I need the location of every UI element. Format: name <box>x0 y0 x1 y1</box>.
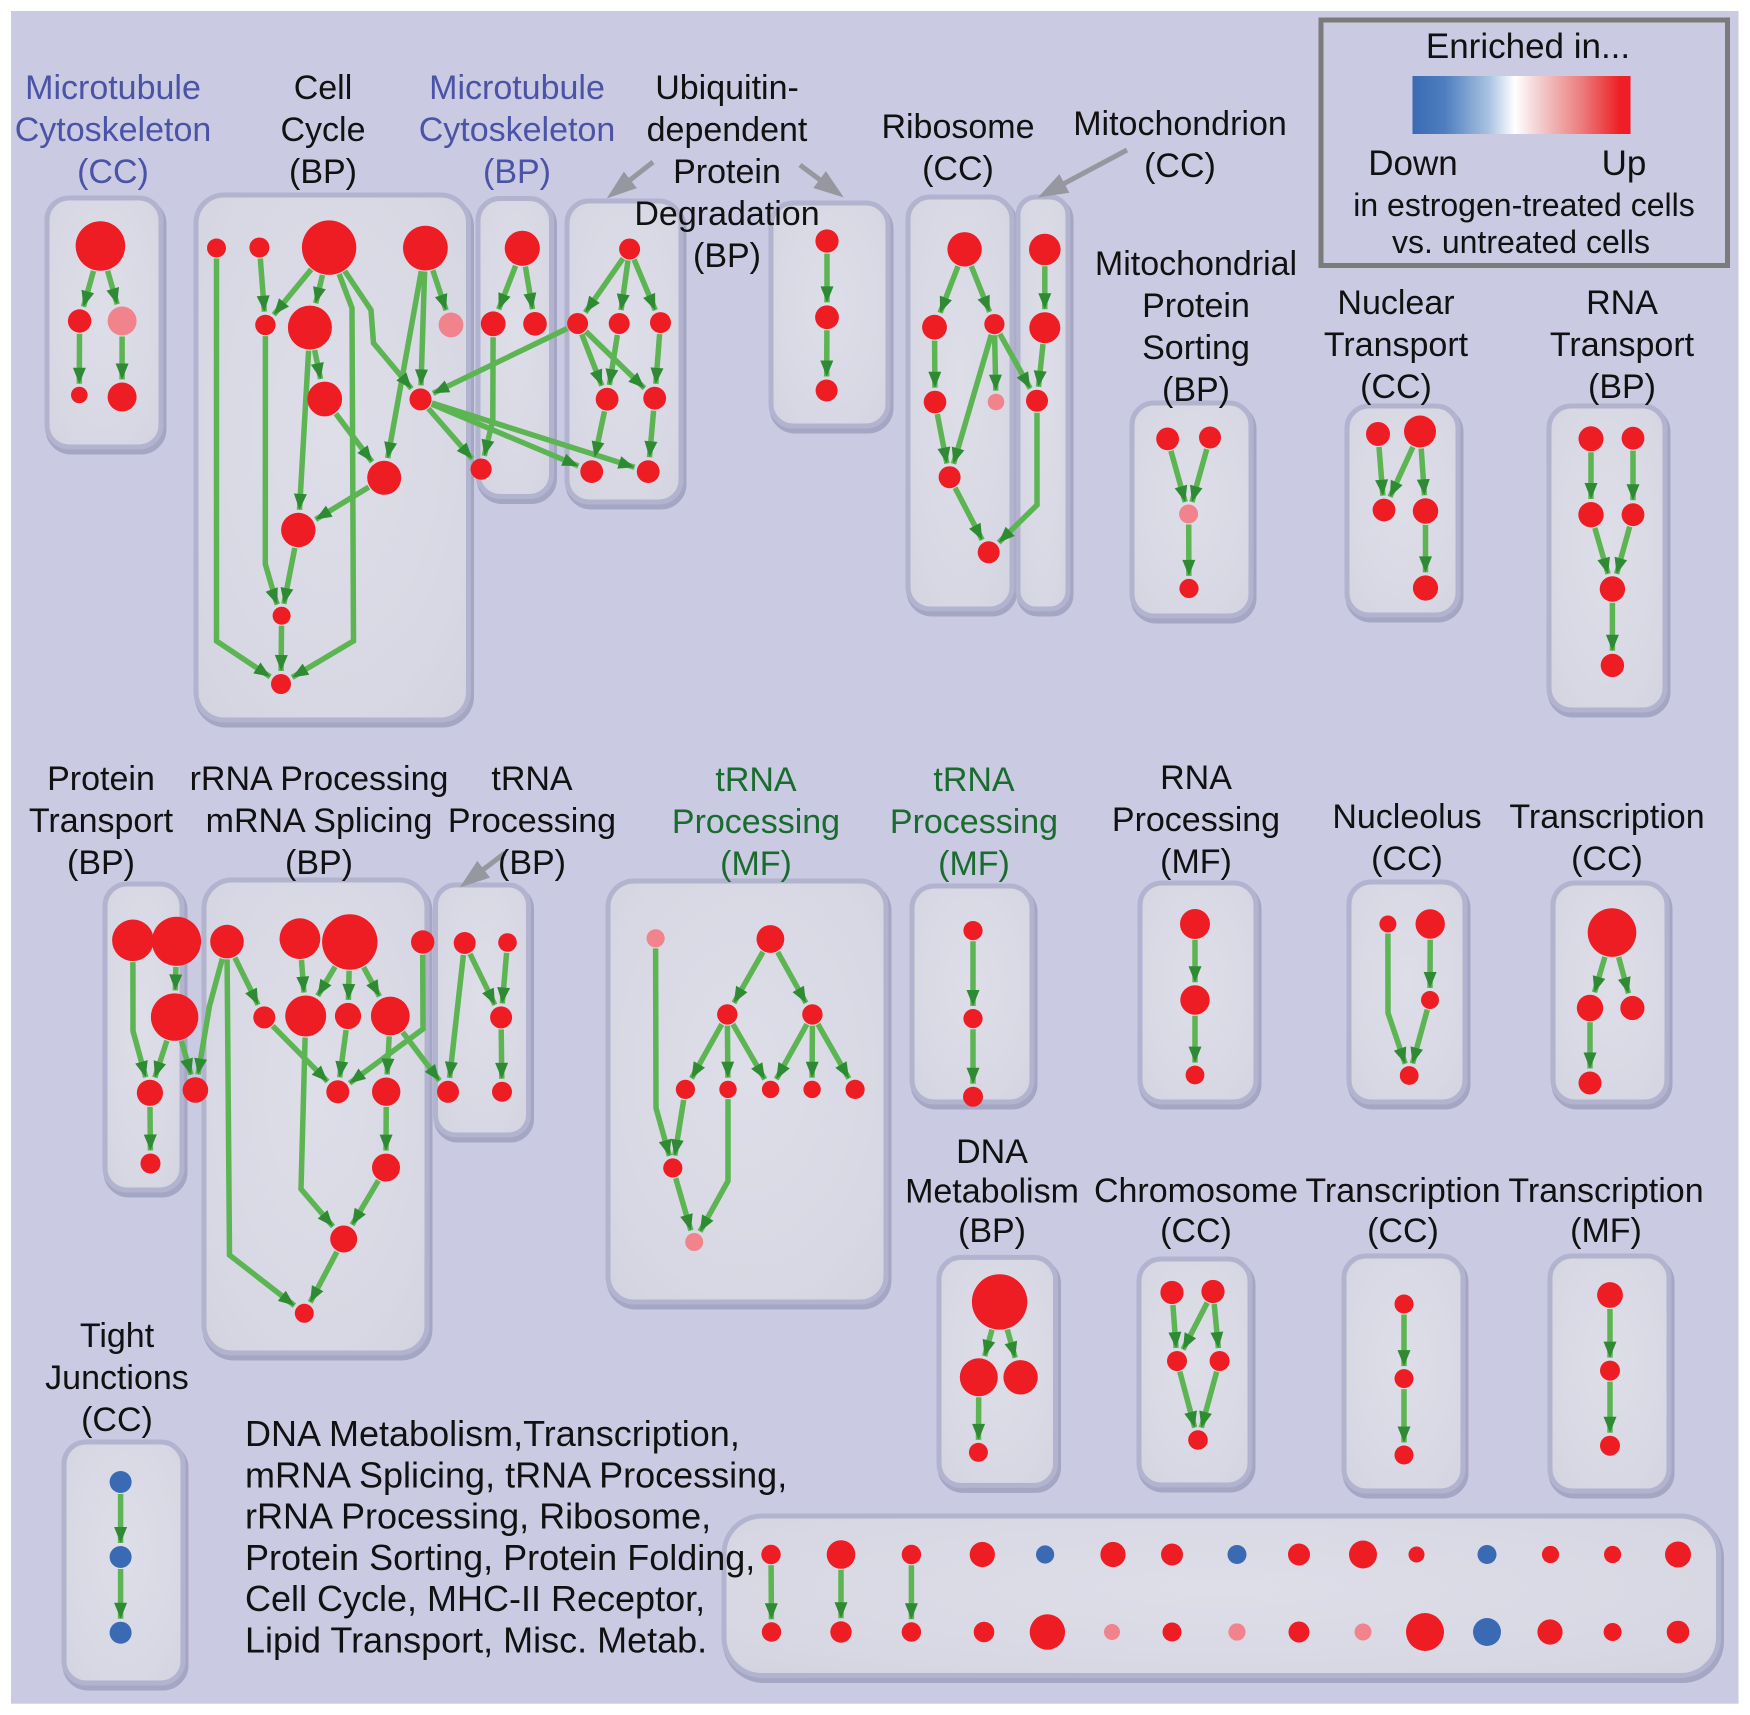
svg-text:Processing: Processing <box>1112 801 1280 839</box>
svg-text:(CC): (CC) <box>1367 1212 1439 1250</box>
svg-text:Transport: Transport <box>1324 326 1469 364</box>
svg-text:Degradation: Degradation <box>634 195 819 233</box>
svg-text:Metabolism: Metabolism <box>905 1173 1079 1211</box>
svg-text:Ribosome: Ribosome <box>881 108 1034 146</box>
svg-text:(CC): (CC) <box>1160 1212 1232 1250</box>
svg-text:(CC): (CC) <box>1571 840 1643 878</box>
svg-text:Protein: Protein <box>1142 287 1250 325</box>
svg-text:Cytoskeleton: Cytoskeleton <box>15 111 212 149</box>
svg-text:(BP): (BP) <box>1162 371 1230 409</box>
svg-text:Ubiquitin-: Ubiquitin- <box>655 69 799 107</box>
svg-text:Protein: Protein <box>673 153 781 191</box>
svg-text:tRNA: tRNA <box>933 761 1015 799</box>
svg-text:(BP): (BP) <box>958 1212 1026 1250</box>
svg-text:Protein: Protein <box>47 760 155 798</box>
svg-text:Microtubule: Microtubule <box>429 69 605 107</box>
svg-text:Protein Sorting, Protein Foldi: Protein Sorting, Protein Folding, <box>245 1537 755 1578</box>
svg-text:(BP): (BP) <box>693 237 761 275</box>
svg-text:Enriched in...: Enriched in... <box>1426 27 1630 66</box>
svg-text:Nuclear: Nuclear <box>1337 284 1454 322</box>
svg-text:Nucleolus: Nucleolus <box>1332 798 1481 836</box>
svg-text:(MF): (MF) <box>1570 1212 1642 1250</box>
svg-text:(MF): (MF) <box>720 845 792 883</box>
svg-text:Transcription: Transcription <box>1305 1172 1500 1210</box>
svg-text:DNA Metabolism,Transcription,: DNA Metabolism,Transcription, <box>245 1413 740 1454</box>
svg-text:rRNA Processing: rRNA Processing <box>190 760 449 798</box>
svg-text:rRNA Processing, Ribosome,: rRNA Processing, Ribosome, <box>245 1496 711 1537</box>
svg-text:dependent: dependent <box>647 111 808 149</box>
svg-text:Mitochondrion: Mitochondrion <box>1073 105 1287 143</box>
svg-text:Cell: Cell <box>294 69 353 107</box>
svg-text:(CC): (CC) <box>1371 840 1443 878</box>
svg-text:Tight: Tight <box>80 1317 155 1355</box>
svg-text:DNA: DNA <box>956 1133 1028 1171</box>
svg-text:Microtubule: Microtubule <box>25 69 201 107</box>
svg-text:in estrogen-treated cells: in estrogen-treated cells <box>1353 187 1695 223</box>
svg-text:Transport: Transport <box>1550 326 1695 364</box>
svg-text:Processing: Processing <box>890 803 1058 841</box>
svg-text:Processing: Processing <box>672 803 840 841</box>
svg-text:Cell Cycle, MHC-II Receptor,: Cell Cycle, MHC-II Receptor, <box>245 1578 705 1619</box>
svg-text:Up: Up <box>1602 144 1647 183</box>
svg-text:RNA: RNA <box>1586 284 1658 322</box>
svg-text:tRNA: tRNA <box>491 760 573 798</box>
svg-text:(CC): (CC) <box>1360 368 1432 406</box>
svg-text:Junctions: Junctions <box>45 1359 189 1397</box>
svg-text:(BP): (BP) <box>289 153 357 191</box>
svg-text:Cytoskeleton: Cytoskeleton <box>419 111 616 149</box>
svg-text:(BP): (BP) <box>67 844 135 882</box>
svg-text:Lipid Transport, Misc. Metab.: Lipid Transport, Misc. Metab. <box>245 1620 707 1661</box>
svg-text:(CC): (CC) <box>77 153 149 191</box>
svg-text:Processing: Processing <box>448 802 616 840</box>
svg-text:Transcription: Transcription <box>1509 798 1704 836</box>
svg-text:(CC): (CC) <box>1144 147 1216 185</box>
svg-text:mRNA Splicing, tRNA Processing: mRNA Splicing, tRNA Processing, <box>245 1454 787 1495</box>
svg-text:RNA: RNA <box>1160 759 1232 797</box>
svg-text:(CC): (CC) <box>922 150 994 188</box>
svg-text:Transcription: Transcription <box>1508 1172 1703 1210</box>
svg-text:(CC): (CC) <box>81 1401 153 1439</box>
svg-text:Cycle: Cycle <box>280 111 365 149</box>
svg-text:Mitochondrial: Mitochondrial <box>1095 245 1297 283</box>
svg-text:Down: Down <box>1368 144 1457 183</box>
svg-text:tRNA: tRNA <box>715 761 797 799</box>
svg-text:mRNA Splicing: mRNA Splicing <box>206 802 433 840</box>
svg-text:Sorting: Sorting <box>1142 329 1250 367</box>
svg-text:(BP): (BP) <box>1588 368 1656 406</box>
svg-text:(BP): (BP) <box>285 844 353 882</box>
svg-text:(MF): (MF) <box>938 845 1010 883</box>
svg-text:(MF): (MF) <box>1160 843 1232 881</box>
svg-text:Chromosome: Chromosome <box>1094 1172 1298 1210</box>
svg-text:vs. untreated cells: vs. untreated cells <box>1392 224 1650 260</box>
svg-text:Transport: Transport <box>29 802 174 840</box>
svg-text:(BP): (BP) <box>483 153 551 191</box>
svg-text:(BP): (BP) <box>498 844 566 882</box>
